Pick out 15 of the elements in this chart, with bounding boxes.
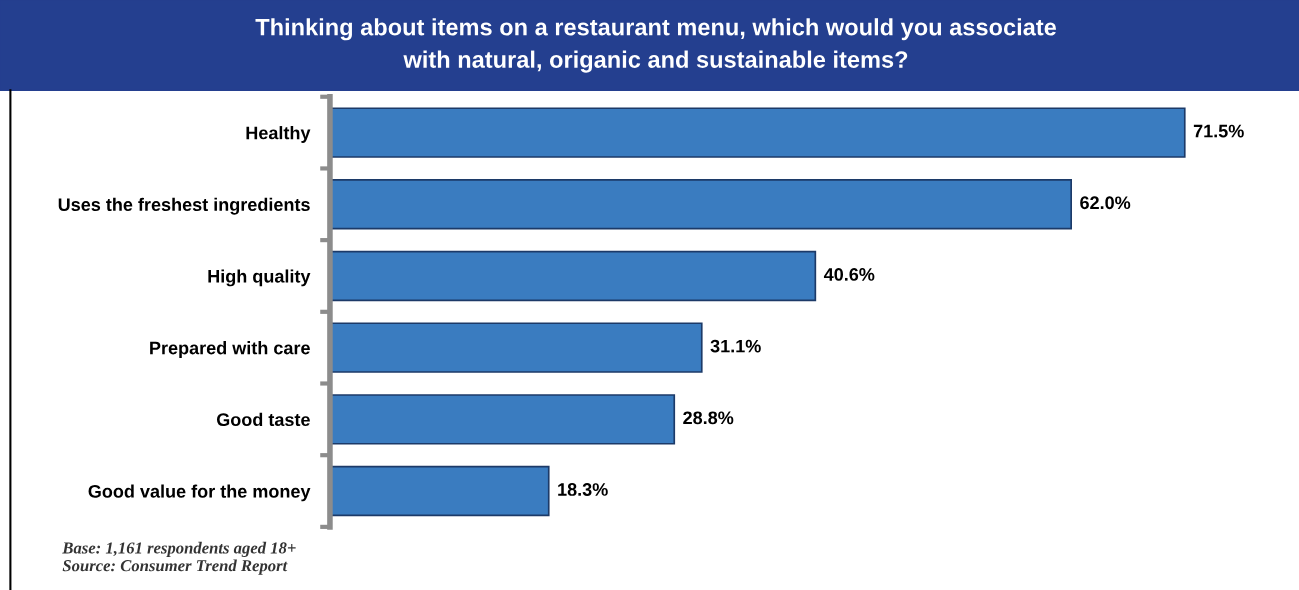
data-label: 18.3%: [558, 483, 608, 496]
source-note: Source: Consumer Trend Report: [62, 559, 288, 575]
y-tick-label: Healthy: [246, 126, 311, 143]
chart-title: Thinking about items on a restaurant menu, which would you associate with natural, origanic and sustainable items?: [255, 18, 1057, 73]
y-tick-label: Prepared with care: [150, 341, 310, 358]
text: Base: 1,161 respondents aged 18+: [62, 541, 296, 557]
y-tick-label: Good taste: [216, 412, 310, 427]
y-tick-label: Good value for the money: [88, 484, 311, 502]
data-label: 71.5%: [1193, 124, 1244, 138]
data-label: 40.6%: [823, 268, 875, 281]
data-label: 28.8%: [683, 411, 734, 425]
y-tick-label: High quality: [208, 269, 311, 287]
y-tick-label: Uses the freshest ingredients: [58, 197, 310, 215]
data-label: 62.0%: [1080, 196, 1131, 210]
data-label: 31.1%: [710, 339, 761, 353]
